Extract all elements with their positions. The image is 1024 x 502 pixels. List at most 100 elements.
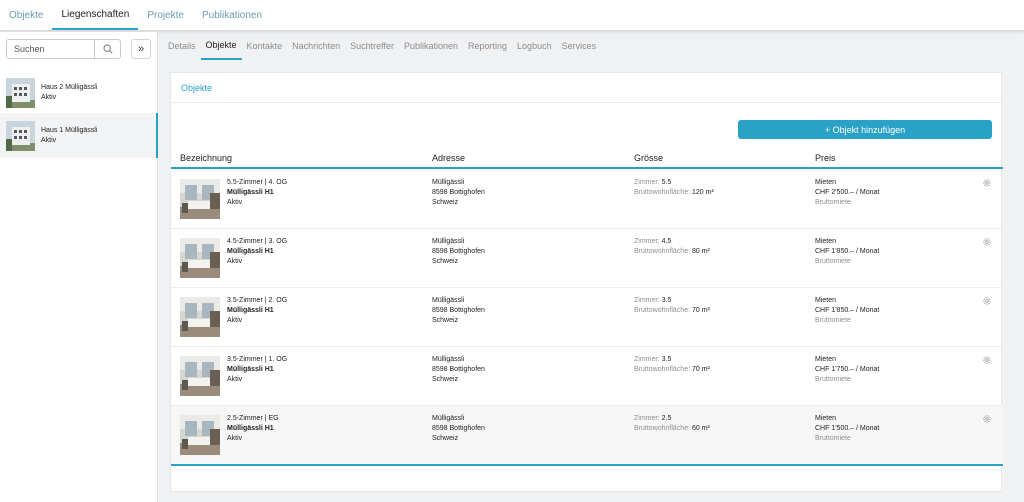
area-label: Bruttowohnfläche: [634,248,691,255]
top-navigation: Objekte Liegenschaften Projekte Publikat… [0,0,1024,31]
sidebar-search [6,39,121,59]
area-value: 70 m² [692,307,710,314]
gear-icon[interactable] [982,414,992,424]
price-value: CHF 1'500.– / Monat [815,425,880,432]
add-object-button[interactable]: + Objekt hinzufügen [738,120,992,139]
gear-icon[interactable] [982,237,992,247]
object-status: Aktiv [227,376,243,383]
price-type: Mieten [815,415,837,422]
object-title: 3.5-Zimmer | 2. OG [227,297,288,304]
area-value: 60 m² [692,425,710,432]
object-title: 5.5-Zimmer | 4. OG [227,179,288,186]
object-name: Mülligässli H1 [227,307,274,314]
topnav-tab-publikationen[interactable]: Publikationen [202,9,263,21]
area-label: Bruttowohnfläche: [634,189,691,196]
sidebar: » Haus 2 Mülligässli Aktiv Haus 1 Müllig… [0,32,158,502]
object-status: Aktiv [227,317,243,324]
building-thumbnail [6,77,35,108]
tab-publikationen[interactable]: Publikationen [403,41,459,51]
rooms-label: Zimmer: [634,238,660,245]
gear-icon[interactable] [982,296,992,306]
room-photo [180,297,220,337]
price-note: Bruttomiete [815,258,851,265]
table-row[interactable]: 4.5-Zimmer | 3. OG Mülligässli H1 Aktiv … [171,229,1003,288]
room-photo [180,356,220,396]
area-label: Bruttowohnfläche: [634,425,691,432]
address-country: Schweiz [432,317,459,324]
search-icon [102,44,113,54]
address-country: Schweiz [432,376,459,383]
price-note: Bruttomiete [815,199,851,206]
address-country: Schweiz [432,199,459,206]
address-city: 8598 Bottighofen [432,366,485,373]
gear-icon[interactable] [982,355,992,365]
object-name: Mülligässli H1 [227,248,274,255]
column-header-adresse[interactable]: Adresse [432,153,466,163]
object-name: Mülligässli H1 [227,189,274,196]
tab-services[interactable]: Services [561,41,597,51]
address-street: Mülligässli [432,179,465,186]
area-label: Bruttowohnfläche: [634,366,691,373]
collapse-sidebar-button[interactable]: » [131,39,151,59]
area-value: 120 m² [692,189,714,196]
table-row[interactable]: 3.5-Zimmer | 1. OG Mülligässli H1 Aktiv … [171,347,1003,406]
address-city: 8598 Bottighofen [432,189,485,196]
address-city: 8598 Bottighofen [432,425,485,432]
object-status: Aktiv [227,258,243,265]
price-value: CHF 1'850.– / Monat [815,307,880,314]
building-thumbnail [6,120,35,151]
tab-nachrichten[interactable]: Nachrichten [292,41,341,51]
tab-details[interactable]: Details [168,41,196,51]
tab-objekte[interactable]: Objekte [200,32,242,60]
table-header: Bezeichnung Adresse Grösse Preis [171,151,1003,169]
topnav-tab-liegenschaften[interactable]: Liegenschaften [52,0,139,30]
area-value: 80 m² [692,248,710,255]
price-value: CHF 1'750.– / Monat [815,366,880,373]
rooms-label: Zimmer: [634,356,660,363]
address-street: Mülligässli [432,238,465,245]
price-value: CHF 1'850.– / Monat [815,248,880,255]
room-photo [180,415,220,455]
column-header-preis[interactable]: Preis [815,153,836,163]
price-note: Bruttomiete [815,376,851,383]
search-button[interactable] [95,39,121,59]
price-type: Mieten [815,238,837,245]
table-row[interactable]: 2.5-Zimmer | EG Mülligässli H1 Aktiv Mül… [171,406,1003,465]
price-value: CHF 2'500.– / Monat [815,189,880,196]
address-country: Schweiz [432,435,459,442]
topnav-tab-projekte[interactable]: Projekte [147,9,184,21]
search-input[interactable] [6,39,95,59]
column-header-groesse[interactable]: Grösse [634,153,664,163]
tab-kontakte[interactable]: Kontakte [246,41,283,51]
sidebar-item-haus-2[interactable]: Haus 2 Mülligässli Aktiv [0,70,158,115]
rooms-label: Zimmer: [634,179,660,186]
object-name: Mülligässli H1 [227,366,274,373]
tab-reporting[interactable]: Reporting [468,41,508,51]
price-note: Bruttomiete [815,317,851,324]
address-city: 8598 Bottighofen [432,248,485,255]
tab-logbuch[interactable]: Logbuch [517,41,552,51]
tab-suchtreffer[interactable]: Suchtreffer [350,41,394,51]
topnav-tab-objekte[interactable]: Objekte [9,9,44,21]
object-name: Mülligässli H1 [227,425,274,432]
address-country: Schweiz [432,258,459,265]
rooms-value: 5.5 [661,179,672,186]
sidebar-item-name: Haus 1 Mülligässli [41,126,98,134]
price-note: Bruttomiete [815,435,851,442]
column-header-bezeichnung[interactable]: Bezeichnung [180,153,233,163]
objects-panel: Objekte + Objekt hinzufügen Bezeichnung … [170,72,1003,492]
address-city: 8598 Bottighofen [432,307,485,314]
room-photo [180,238,220,278]
table-row[interactable]: 3.5-Zimmer | 2. OG Mülligässli H1 Aktiv … [171,288,1003,347]
rooms-value: 2.5 [661,415,672,422]
room-photo [180,179,220,219]
area-value: 70 m² [692,366,710,373]
address-street: Mülligässli [432,297,465,304]
table-footer-line [171,464,1003,466]
table-row[interactable]: 5.5-Zimmer | 4. OG Mülligässli H1 Aktiv … [171,170,1003,229]
sidebar-item-haus-1[interactable]: Haus 1 Mülligässli Aktiv [0,113,158,158]
object-title: 4.5-Zimmer | 3. OG [227,238,288,245]
rooms-value: 3.5 [661,297,672,304]
gear-icon[interactable] [982,178,992,188]
address-street: Mülligässli [432,356,465,363]
